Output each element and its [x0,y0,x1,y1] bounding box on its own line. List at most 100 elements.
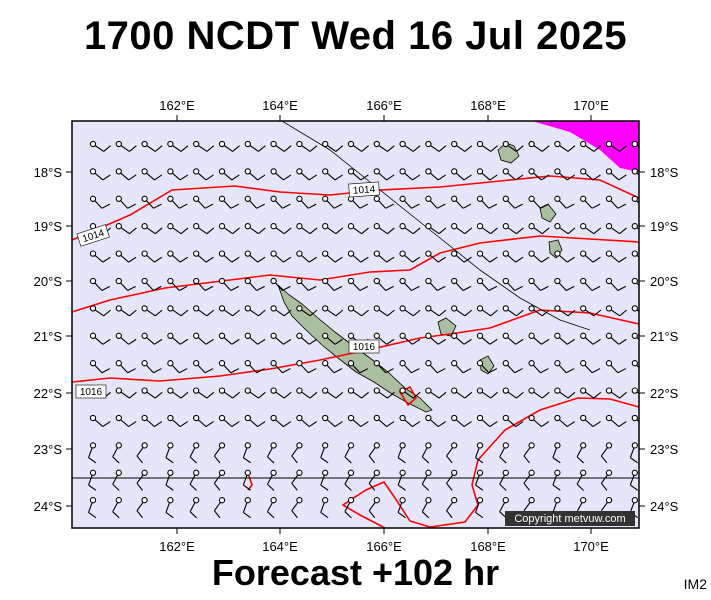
wind-barb-feather [514,368,523,374]
wind-barb-station [580,195,587,202]
wind-barb-feather [592,338,601,345]
wind-barb-station [425,387,432,394]
wind-barb-station [115,168,122,175]
wind-barb-feather [282,285,291,291]
wind-barb-station [270,168,277,175]
wind-barb-station [218,140,226,148]
wind-barb-station [476,414,484,422]
wind-barb-feather [102,338,111,345]
wind-barb-feather [344,456,352,464]
wind-barb-feather [499,483,507,491]
wind-barb-feather [412,227,421,235]
wind-barb-station [89,250,97,257]
wind-barb-feather [291,455,298,464]
wind-barb-station [476,360,484,367]
wind-barb-feather [154,338,163,345]
wind-barb-feather [179,368,188,374]
wind-barb-station [218,168,226,175]
wind-barb-feather [180,227,189,235]
wind-barb-station [141,223,148,230]
high-wind-region [532,121,639,172]
wind-barb-station [373,223,380,230]
wind-barb-station [554,250,561,257]
wind-barb-station [347,250,355,257]
tick-marks [66,115,645,534]
wind-barb-station [167,250,174,257]
wind-barb-feather [630,484,638,491]
wind-barb-station [580,360,587,367]
wind-barb-station [373,442,380,449]
wind-barb-station [322,387,329,394]
wind-barb-feather [566,203,575,209]
wind-barb-feather [189,483,198,491]
wind-barb-station [399,277,406,285]
wind-barb-station [167,195,174,202]
wind-barb-feather [136,482,143,491]
wind-barb-feather [333,285,343,291]
wind-barb-station [322,250,329,257]
wind-barb-feather [437,256,447,263]
isobar-small-loop [398,385,418,407]
wind-barb-feather [112,456,120,464]
wind-barb-feather [153,285,162,291]
wind-barb-feather [600,455,608,464]
wind-barb-station [631,387,638,394]
wind-barb-station [451,387,458,394]
wind-barb-feather [359,203,369,209]
wind-barb-station [244,414,251,422]
wind-barb-station [399,168,406,175]
wind-barb-station [244,332,251,339]
wind-barb-feather [464,227,473,235]
wind-barb-feather [464,309,473,317]
wind-barb-station [115,277,122,285]
wind-barb-feather [421,456,430,464]
wind-barb-feather [592,256,601,263]
wind-barb-station [528,195,535,202]
wind-barb-station [115,250,122,257]
wind-barb-station [322,332,329,339]
lon-label-bottom: 166°E [366,539,402,554]
wind-barb-station [115,414,122,422]
wind-barb-feather [515,174,524,181]
wind-barb-station [502,305,509,312]
wind-barb-feather [129,145,137,152]
wind-barb-station [141,469,148,476]
wind-barb-feather [257,174,266,181]
lat-label-left: 18°S [34,165,63,180]
wind-barb-feather [446,510,453,519]
wind-barb-station [89,497,97,504]
wind-barb-feather [243,484,251,491]
wind-barb-station [399,469,406,476]
wind-barb-station [554,195,561,202]
wind-barb-feather [232,391,240,399]
wind-barb-station [502,442,509,449]
wind-barb-feather [333,368,343,374]
wind-barb-station [580,305,587,312]
wind-barb-station [193,168,200,175]
wind-barb-feather [567,227,576,235]
wind-barb-feather [205,174,214,181]
wind-barb-feather [257,421,266,427]
wind-barb-station [296,332,303,339]
wind-barb-station [193,387,200,394]
wind-barb-feather [344,511,352,519]
wind-barb-feather [206,227,215,235]
sea-area [72,121,639,528]
wind-barb-station [399,414,406,422]
wind-barb-feather [206,145,215,152]
wind-barb-feather [102,421,111,427]
wind-barb-station [528,223,535,230]
wind-barb-station [373,469,380,476]
wind-barb-station [631,140,638,148]
wind-barb-station [373,332,380,339]
wind-barb-feather [516,309,524,317]
wind-barb-feather [617,368,627,374]
wind-barb-feather [438,227,447,235]
wind-barb-station [167,387,174,394]
wind-barb-feather [309,309,318,317]
wind-barb-station [605,360,613,367]
wind-barb-station [270,195,277,202]
wind-barb-feather [283,391,292,399]
wind-barb-feather [360,256,369,263]
isobar-label: 1014 [353,184,376,197]
